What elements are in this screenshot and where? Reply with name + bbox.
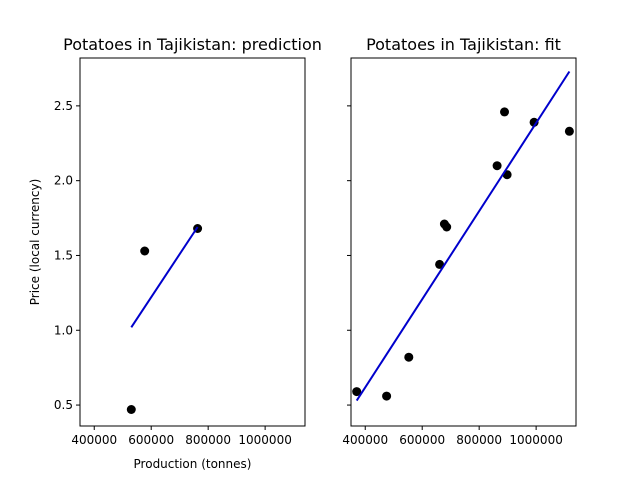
data-point-1 bbox=[126, 405, 136, 414]
y-tick-label: 1.5 bbox=[54, 248, 73, 262]
data-point-1 bbox=[352, 387, 362, 397]
data-point-8 bbox=[500, 107, 509, 117]
x-axis-label: Production (tonnes) bbox=[134, 457, 252, 471]
data-point-6 bbox=[442, 222, 452, 232]
y-tick-label: 2.5 bbox=[54, 99, 73, 113]
x-tick-label: 1000000 bbox=[238, 433, 291, 447]
data-point-2 bbox=[382, 391, 392, 401]
x-tick-label: 800000 bbox=[456, 433, 502, 447]
chart-panel-1: 400000 600000 800000 1000000 0.5 1.0 1.5 2.0 2.5… bbox=[28, 35, 322, 471]
data-point-7 bbox=[492, 161, 502, 171]
data-point-2 bbox=[140, 246, 150, 256]
y-axis-label: Price (local currency) bbox=[28, 179, 42, 306]
chart-title: Potatoes in Tajikistan: fit bbox=[366, 35, 561, 54]
axes-frame bbox=[79, 57, 306, 427]
chart-panel-2: 400000 600000 800000 1000000 Potatoes in Taj… bbox=[342, 35, 577, 447]
data-point-3 bbox=[404, 352, 414, 362]
y-tick-label: 1.0 bbox=[54, 323, 73, 337]
fit-line bbox=[355, 70, 571, 402]
x-tick-label: 400000 bbox=[342, 433, 388, 447]
data-point-10 bbox=[529, 117, 539, 127]
x-tick-label: 800000 bbox=[185, 433, 231, 447]
data-point-11 bbox=[564, 126, 574, 136]
data-point-4 bbox=[435, 259, 445, 269]
x-tick-label: 1000000 bbox=[509, 433, 562, 447]
x-tick-label: 600000 bbox=[399, 433, 445, 447]
y-tick-label: 0.5 bbox=[54, 398, 73, 412]
axes-frame bbox=[350, 57, 577, 427]
x-tick-label: 600000 bbox=[128, 433, 174, 447]
x-tick-label: 400000 bbox=[71, 433, 117, 447]
chart-title: Potatoes in Tajikistan: prediction bbox=[63, 35, 322, 54]
y-tick-label: 2.0 bbox=[54, 174, 73, 188]
fit-line bbox=[130, 226, 199, 328]
